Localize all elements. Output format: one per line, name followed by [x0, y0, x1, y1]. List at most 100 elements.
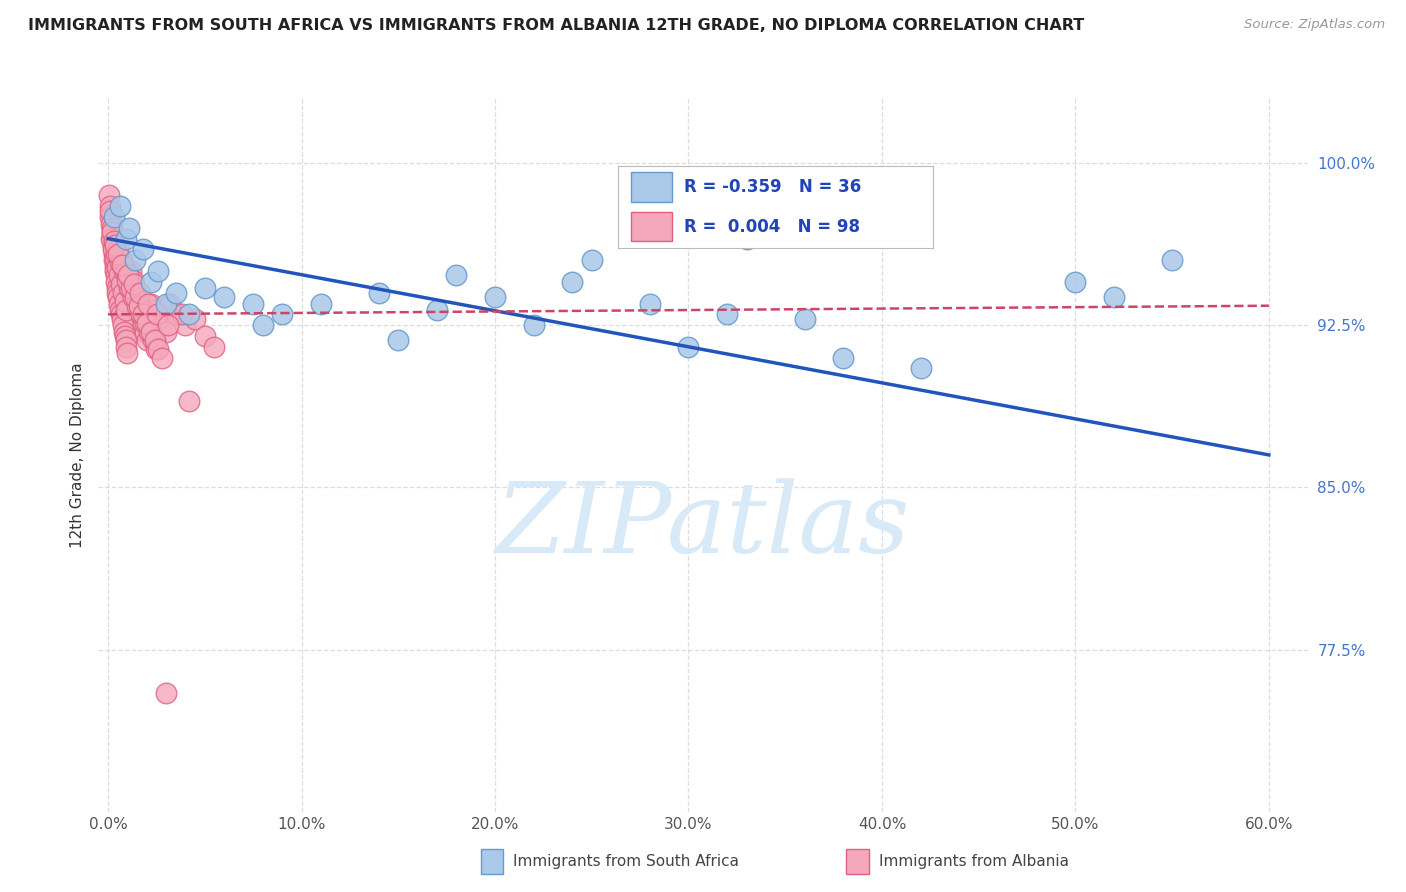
Point	[124, 290, 146, 304]
Text: Immigrants from Albania: Immigrants from Albania	[879, 855, 1069, 869]
Point	[110, 277, 132, 291]
Point	[127, 290, 149, 304]
Text: Immigrants from South Africa: Immigrants from South Africa	[513, 855, 740, 869]
Point	[148, 311, 170, 326]
Point	[104, 260, 127, 274]
Point	[204, 340, 226, 354]
Point	[122, 290, 145, 304]
Point	[108, 255, 131, 269]
Point	[832, 351, 855, 365]
Point	[100, 217, 122, 231]
Point	[118, 268, 141, 283]
Point	[111, 253, 134, 268]
Point	[107, 290, 129, 304]
Point	[115, 303, 138, 318]
Point	[103, 234, 125, 248]
Point	[446, 268, 468, 283]
Point	[112, 325, 135, 339]
Point	[114, 232, 136, 246]
Point	[1102, 290, 1125, 304]
Point	[242, 296, 264, 310]
Point	[148, 264, 170, 278]
Point	[111, 311, 134, 326]
Point	[124, 253, 146, 268]
Point	[129, 307, 152, 321]
Point	[139, 296, 162, 310]
Text: IMMIGRANTS FROM SOUTH AFRICA VS IMMIGRANTS FROM ALBANIA 12TH GRADE, NO DIPLOMA C: IMMIGRANTS FROM SOUTH AFRICA VS IMMIGRAN…	[28, 18, 1084, 33]
Point	[111, 318, 134, 333]
Point	[104, 264, 127, 278]
Point	[132, 243, 155, 257]
Point	[910, 361, 932, 376]
Point	[155, 686, 177, 700]
Point	[148, 342, 170, 356]
Point	[105, 285, 128, 300]
Point	[426, 303, 449, 318]
Point	[678, 340, 700, 354]
Point	[155, 325, 177, 339]
Point	[638, 296, 661, 310]
Point	[98, 210, 121, 224]
Point	[132, 316, 155, 330]
Point	[135, 334, 157, 348]
Point	[179, 307, 201, 321]
Text: Source: ZipAtlas.com: Source: ZipAtlas.com	[1244, 18, 1385, 31]
Point	[111, 258, 134, 272]
Point	[110, 307, 132, 321]
Point	[1064, 275, 1087, 289]
Point	[150, 351, 173, 365]
Point	[146, 307, 169, 321]
Point	[105, 281, 128, 295]
Point	[194, 281, 217, 295]
Point	[138, 325, 160, 339]
Point	[101, 220, 124, 235]
Point	[135, 316, 157, 330]
Point	[112, 264, 135, 278]
Point	[1161, 253, 1184, 268]
Point	[98, 188, 121, 202]
Bar	[631, 212, 672, 242]
Y-axis label: 12th Grade, No Diploma: 12th Grade, No Diploma	[69, 362, 84, 548]
Point	[735, 232, 758, 246]
Point	[120, 264, 142, 278]
Point	[104, 268, 127, 283]
Point	[101, 238, 124, 252]
Point	[104, 247, 127, 261]
Point	[101, 243, 124, 257]
Point	[134, 316, 156, 330]
Point	[107, 243, 129, 257]
Point	[108, 303, 131, 318]
Point	[145, 342, 167, 356]
Point	[139, 325, 162, 339]
Point	[387, 334, 409, 348]
Point	[157, 318, 180, 333]
Point	[117, 268, 139, 283]
Point	[103, 210, 125, 224]
Point	[194, 329, 217, 343]
Point	[118, 220, 141, 235]
Point	[212, 290, 235, 304]
Point	[103, 247, 125, 261]
Point	[101, 232, 124, 246]
Point	[174, 318, 197, 333]
Point	[114, 329, 136, 343]
Point	[101, 225, 124, 239]
Point	[103, 253, 125, 268]
Bar	[631, 172, 672, 202]
Point	[107, 247, 129, 261]
Point	[122, 273, 145, 287]
Point	[134, 325, 156, 339]
Point	[115, 340, 138, 354]
Point	[108, 199, 131, 213]
Point	[139, 275, 162, 289]
Point	[114, 334, 136, 348]
Point	[117, 273, 139, 287]
Point	[98, 199, 121, 213]
Point	[105, 260, 128, 274]
Point	[114, 264, 136, 278]
Point	[184, 311, 207, 326]
Text: R =  0.004   N = 98: R = 0.004 N = 98	[685, 218, 860, 235]
Point	[165, 307, 187, 321]
Point	[136, 296, 159, 310]
Point	[107, 268, 129, 283]
